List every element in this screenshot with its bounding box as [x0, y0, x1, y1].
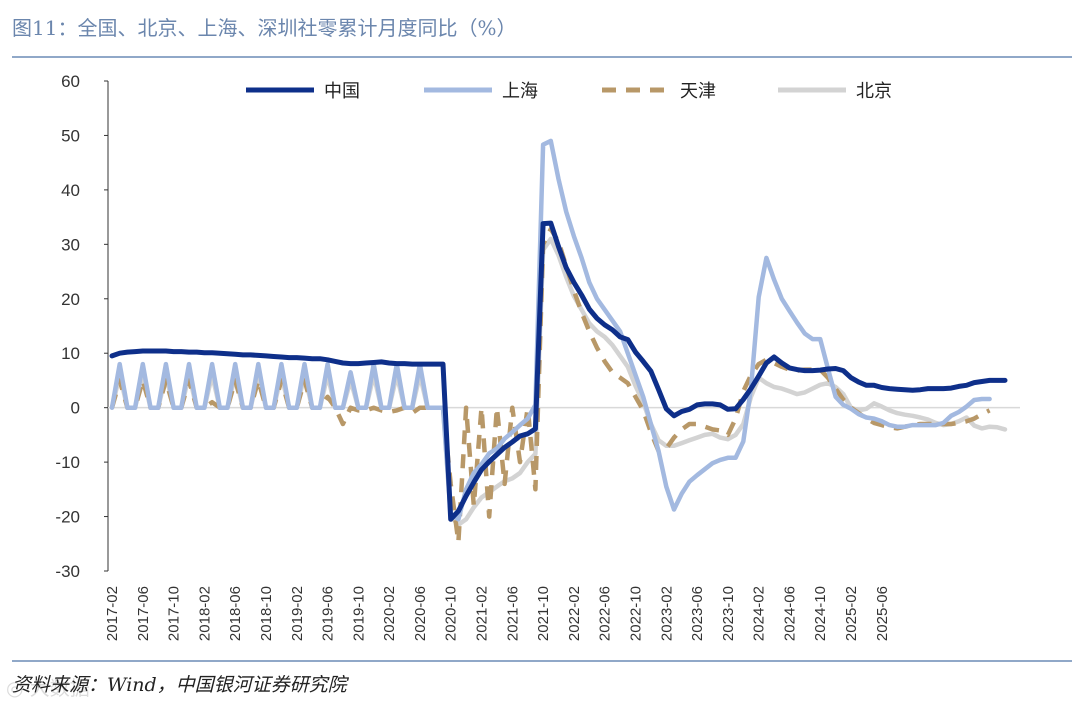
- x-tick-label: 2020-10: [443, 586, 460, 641]
- x-tick-label: 2024-06: [781, 586, 798, 641]
- y-tick-label: -10: [55, 453, 80, 472]
- top-divider: [12, 56, 1072, 58]
- series-layer: [109, 138, 1008, 545]
- x-tick-label: 2021-06: [504, 586, 521, 641]
- watermark-logo: ◎ 大数据: [6, 676, 90, 700]
- x-tick-label: 2025-02: [843, 586, 860, 641]
- y-tick-label: -30: [55, 562, 80, 581]
- series-line-beijing: [109, 236, 1008, 527]
- x-tick-label: 2024-10: [812, 586, 829, 641]
- x-tick-label: 2018-02: [196, 586, 213, 641]
- y-tick-label: 0: [71, 399, 80, 418]
- chart-title: 图11：全国、北京、上海、深圳社零累计月度同比（%）: [12, 16, 517, 40]
- x-tick-label: 2019-06: [320, 586, 337, 641]
- y-tick-label: 40: [61, 181, 80, 200]
- x-tick-label: 2023-02: [658, 586, 675, 641]
- y-tick-label: 50: [61, 126, 80, 145]
- x-tick-label: 2021-10: [535, 586, 552, 641]
- x-tick-label: 2019-02: [289, 586, 306, 641]
- x-tick-label: 2022-10: [627, 586, 644, 641]
- x-tick-label: 2017-10: [166, 586, 183, 641]
- bottom-divider: [12, 660, 1072, 662]
- x-tick-label: 2017-06: [135, 586, 152, 641]
- x-tick-label: 2025-06: [874, 586, 891, 641]
- legend-layer: 中国 上海 天津 北京: [246, 81, 892, 102]
- legend-label-beijing: 北京: [856, 81, 892, 102]
- y-tick-label: 20: [61, 290, 80, 309]
- y-tick-label: 10: [61, 344, 80, 363]
- series-line-tianjin: [109, 226, 991, 545]
- series-line-shanghai: [109, 138, 992, 522]
- x-tick-label: 2020-02: [381, 586, 398, 641]
- x-tick-label: 2022-06: [597, 586, 614, 641]
- legend-label-shanghai: 上海: [502, 81, 538, 102]
- legend-label-china: 中国: [324, 81, 360, 102]
- x-tick-label: 2017-02: [104, 586, 121, 641]
- x-tick-label: 2023-10: [720, 586, 737, 641]
- y-tick-label: -20: [55, 508, 80, 527]
- y-tick-label: 30: [61, 235, 80, 254]
- source-note: 资料来源：Wind，中国银河证券研究院: [12, 674, 347, 696]
- x-tick-label: 2022-02: [566, 586, 583, 641]
- x-tick-label: 2019-10: [350, 586, 367, 641]
- x-tick-label: 2018-10: [258, 586, 275, 641]
- legend-label-tianjin: 天津: [680, 81, 716, 102]
- x-tick-label: 2021-02: [474, 586, 491, 641]
- x-tick-label: 2024-02: [751, 586, 768, 641]
- y-tick-label: 60: [61, 72, 80, 91]
- series-line-china: [109, 220, 1008, 522]
- x-tick-label: 2018-06: [227, 586, 244, 641]
- x-tick-label: 2023-06: [689, 586, 706, 641]
- x-tick-label: 2020-06: [412, 586, 429, 641]
